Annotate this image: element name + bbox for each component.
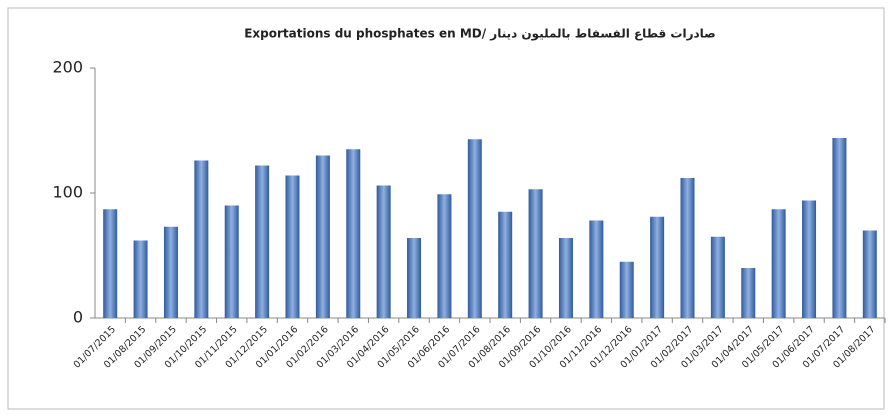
y-tick-label: 200 (52, 58, 83, 77)
bar (771, 209, 786, 318)
y-tick-label: 0 (73, 308, 83, 327)
chart-title: Exportations du phosphates en MD/ صادرات… (244, 27, 716, 42)
bar (163, 226, 178, 318)
bar (407, 238, 422, 318)
bar (619, 261, 634, 318)
bar (589, 220, 604, 318)
bar (133, 240, 148, 318)
bar (528, 189, 543, 318)
bar (498, 211, 513, 318)
bar (224, 205, 239, 318)
bar (346, 149, 361, 318)
bar (103, 209, 118, 318)
bar (194, 160, 209, 318)
y-tick-label: 100 (52, 183, 83, 202)
bar (832, 138, 847, 318)
bar (862, 230, 877, 318)
bar (710, 236, 725, 318)
bar (467, 139, 482, 318)
bar (558, 238, 573, 318)
bar (255, 165, 270, 318)
bar (802, 200, 817, 318)
bar (376, 185, 391, 318)
bar (680, 178, 695, 318)
bar (741, 268, 756, 318)
bar (650, 216, 665, 318)
bar (437, 194, 452, 318)
bar (315, 155, 330, 318)
bar (285, 175, 300, 318)
